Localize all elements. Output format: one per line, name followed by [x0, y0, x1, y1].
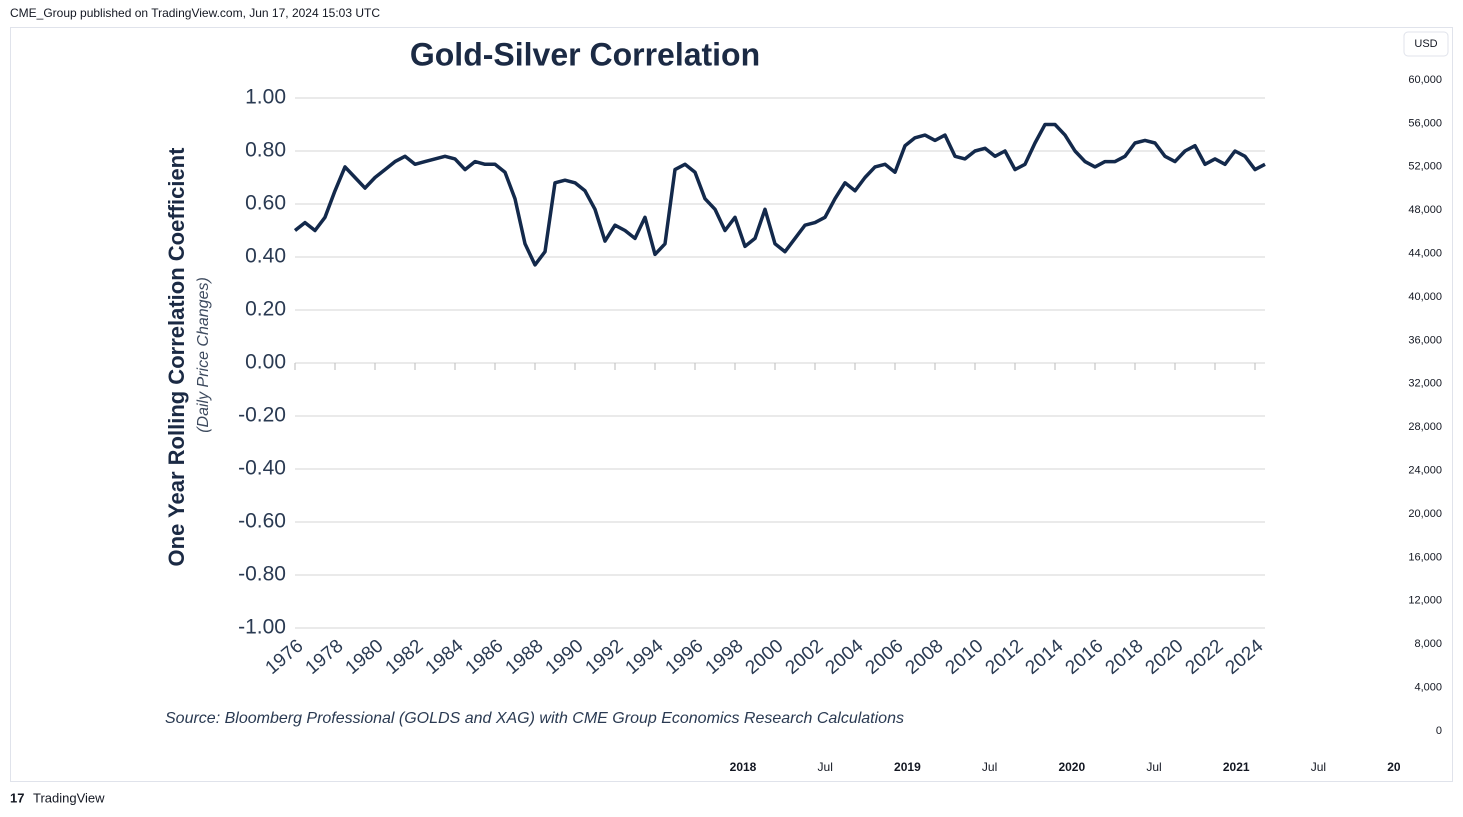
price-axis-label: 48,000	[1408, 204, 1442, 216]
price-axis-label: 40,000	[1408, 291, 1442, 303]
publish-info: CME_Group published on TradingView.com, …	[10, 6, 380, 20]
x-tick-label: 2014	[1022, 635, 1068, 679]
price-axis-label: 12,000	[1408, 595, 1442, 607]
y-tick-label: -0.20	[238, 404, 286, 427]
x-tick-label: 2000	[742, 636, 788, 679]
time-axis-label: Jul	[1146, 760, 1161, 774]
x-tick-label: 1980	[342, 636, 388, 679]
y-axis-label: One Year Rolling Correlation Coefficient	[164, 147, 189, 567]
time-axis-label: 2020	[1058, 760, 1085, 774]
time-axis-label: Jul	[982, 760, 997, 774]
y-tick-label: -0.80	[238, 563, 286, 586]
time-axis-label: 2022	[1387, 760, 1414, 774]
price-axis-label: 52,000	[1408, 161, 1442, 173]
currency-button[interactable]	[1403, 31, 1449, 57]
y-tick-label: -1.00	[238, 616, 286, 639]
x-tick-label: 1976	[262, 636, 308, 679]
source-note: Source: Bloomberg Professional (GOLDS an…	[165, 710, 904, 727]
x-tick-label: 2020	[1142, 636, 1188, 679]
time-axis-label: Jul	[818, 760, 833, 774]
time-axis-label: 2021	[1223, 760, 1250, 774]
y-tick-label: 0.20	[245, 298, 286, 321]
currency[interactable]: USD	[1414, 38, 1437, 50]
y-axis-sublabel: (Daily Price Changes)	[195, 277, 212, 433]
price-axis-label: 56,000	[1408, 117, 1442, 129]
chart-title: Gold-Silver Correlation	[410, 36, 760, 72]
x-tick-label: 1996	[662, 636, 708, 679]
y-tick-label: 0.40	[245, 245, 286, 268]
x-tick-label: 1992	[582, 636, 628, 679]
brand-name: TradingView	[33, 790, 105, 805]
y-tick-label: -0.60	[238, 510, 286, 533]
price-axis-label: 0	[1436, 725, 1442, 737]
x-tick-label: 2004	[822, 635, 868, 679]
x-tick-label: 2022	[1182, 636, 1228, 679]
x-tick-label: 1994	[622, 635, 668, 679]
price-axis-label: 36,000	[1408, 334, 1442, 346]
price-axis-label: 20,000	[1408, 508, 1442, 520]
brand-logo: 17	[10, 790, 24, 805]
y-tick-label: 1.00	[245, 86, 286, 109]
time-axis: 2018 Jul 2019 Jul 2020 Jul 2021 Jul 2022	[730, 760, 1414, 774]
price-axis-label: 28,000	[1408, 421, 1442, 433]
x-tick-label: 2008	[902, 636, 948, 679]
y-tick-label: 0.00	[245, 351, 286, 374]
time-axis-label: Jul	[1311, 760, 1326, 774]
price-axis-label: 60,000	[1408, 74, 1442, 86]
x-tick-label: 2018	[1102, 636, 1148, 679]
x-tick-label: 2010	[942, 636, 988, 679]
x-tick-label: 1982	[382, 636, 428, 679]
x-tick-label: 2012	[982, 636, 1028, 679]
price-axis-label: 8,000	[1414, 638, 1442, 650]
time-axis-label: 2019	[894, 760, 921, 774]
x-tick-label: 1988	[502, 636, 548, 679]
brand: 17 TradingView	[10, 790, 105, 805]
x-tick-label: 2002	[782, 636, 828, 679]
pane-border	[10, 27, 1453, 782]
price-axis-label: 44,000	[1408, 248, 1442, 260]
x-tick-label: 1998	[702, 636, 748, 679]
price-axis-label: 4,000	[1414, 682, 1442, 694]
y-tick-label: -0.40	[238, 457, 286, 480]
y-tick-label: 0.80	[245, 139, 286, 162]
x-tick-label: 2024	[1222, 635, 1268, 679]
price-axis-label: 24,000	[1408, 465, 1442, 477]
y-tick-label: 0.60	[245, 192, 286, 215]
x-tick-label: 2016	[1062, 636, 1108, 679]
price-axis-label: 32,000	[1408, 378, 1442, 390]
x-tick-label: 1984	[422, 635, 468, 679]
x-tick-label: 1986	[462, 636, 508, 679]
time-axis-label: 2018	[730, 760, 757, 774]
x-tick-label: 1990	[542, 636, 588, 679]
x-tick-label: 2006	[862, 636, 908, 679]
price-axis-label: 16,000	[1408, 551, 1442, 563]
x-tick-label: 1978	[302, 636, 348, 679]
data-line	[293, 122, 1266, 267]
